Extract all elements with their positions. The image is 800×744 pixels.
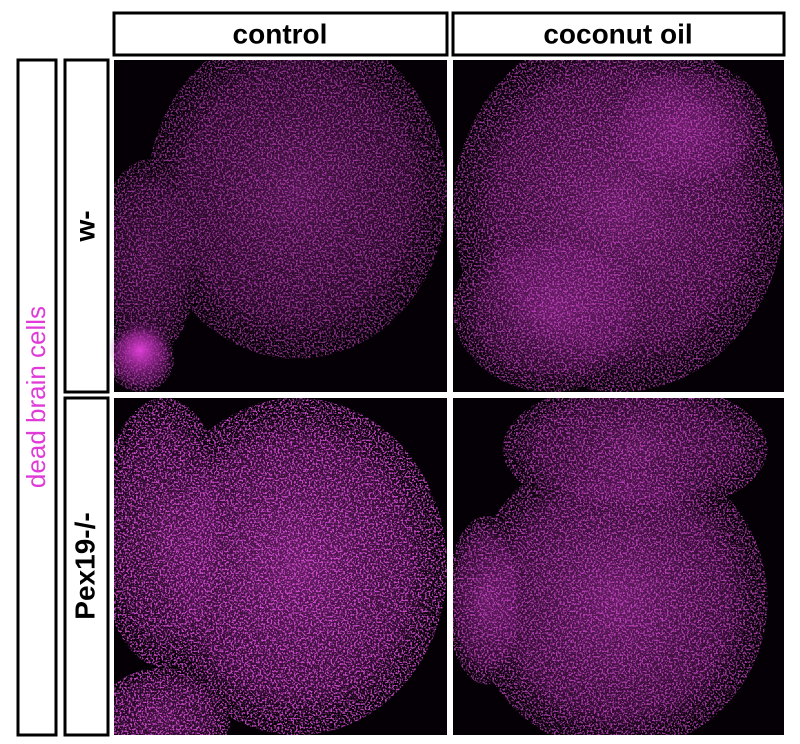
bright-spot <box>108 320 172 380</box>
side-label-box <box>16 58 58 737</box>
speckles <box>453 398 784 735</box>
microscopy-image <box>114 60 447 392</box>
microscopy-image <box>114 398 447 735</box>
column-header: coconut oil <box>543 18 692 49</box>
column-header: control <box>233 18 328 49</box>
image-panels <box>108 60 784 735</box>
side-label: dead brain cells <box>21 306 51 488</box>
row-header-box <box>63 58 110 394</box>
row-header: Pex19-/- <box>69 512 100 619</box>
row-header: w- <box>69 210 100 242</box>
speckles <box>114 60 447 392</box>
column-header-box <box>451 11 786 57</box>
microscopy-image <box>453 398 784 735</box>
microscopy-image <box>453 60 784 392</box>
speckles <box>114 398 447 735</box>
speckles <box>453 60 784 392</box>
row-header-box <box>63 396 110 737</box>
column-header-box <box>112 11 449 57</box>
